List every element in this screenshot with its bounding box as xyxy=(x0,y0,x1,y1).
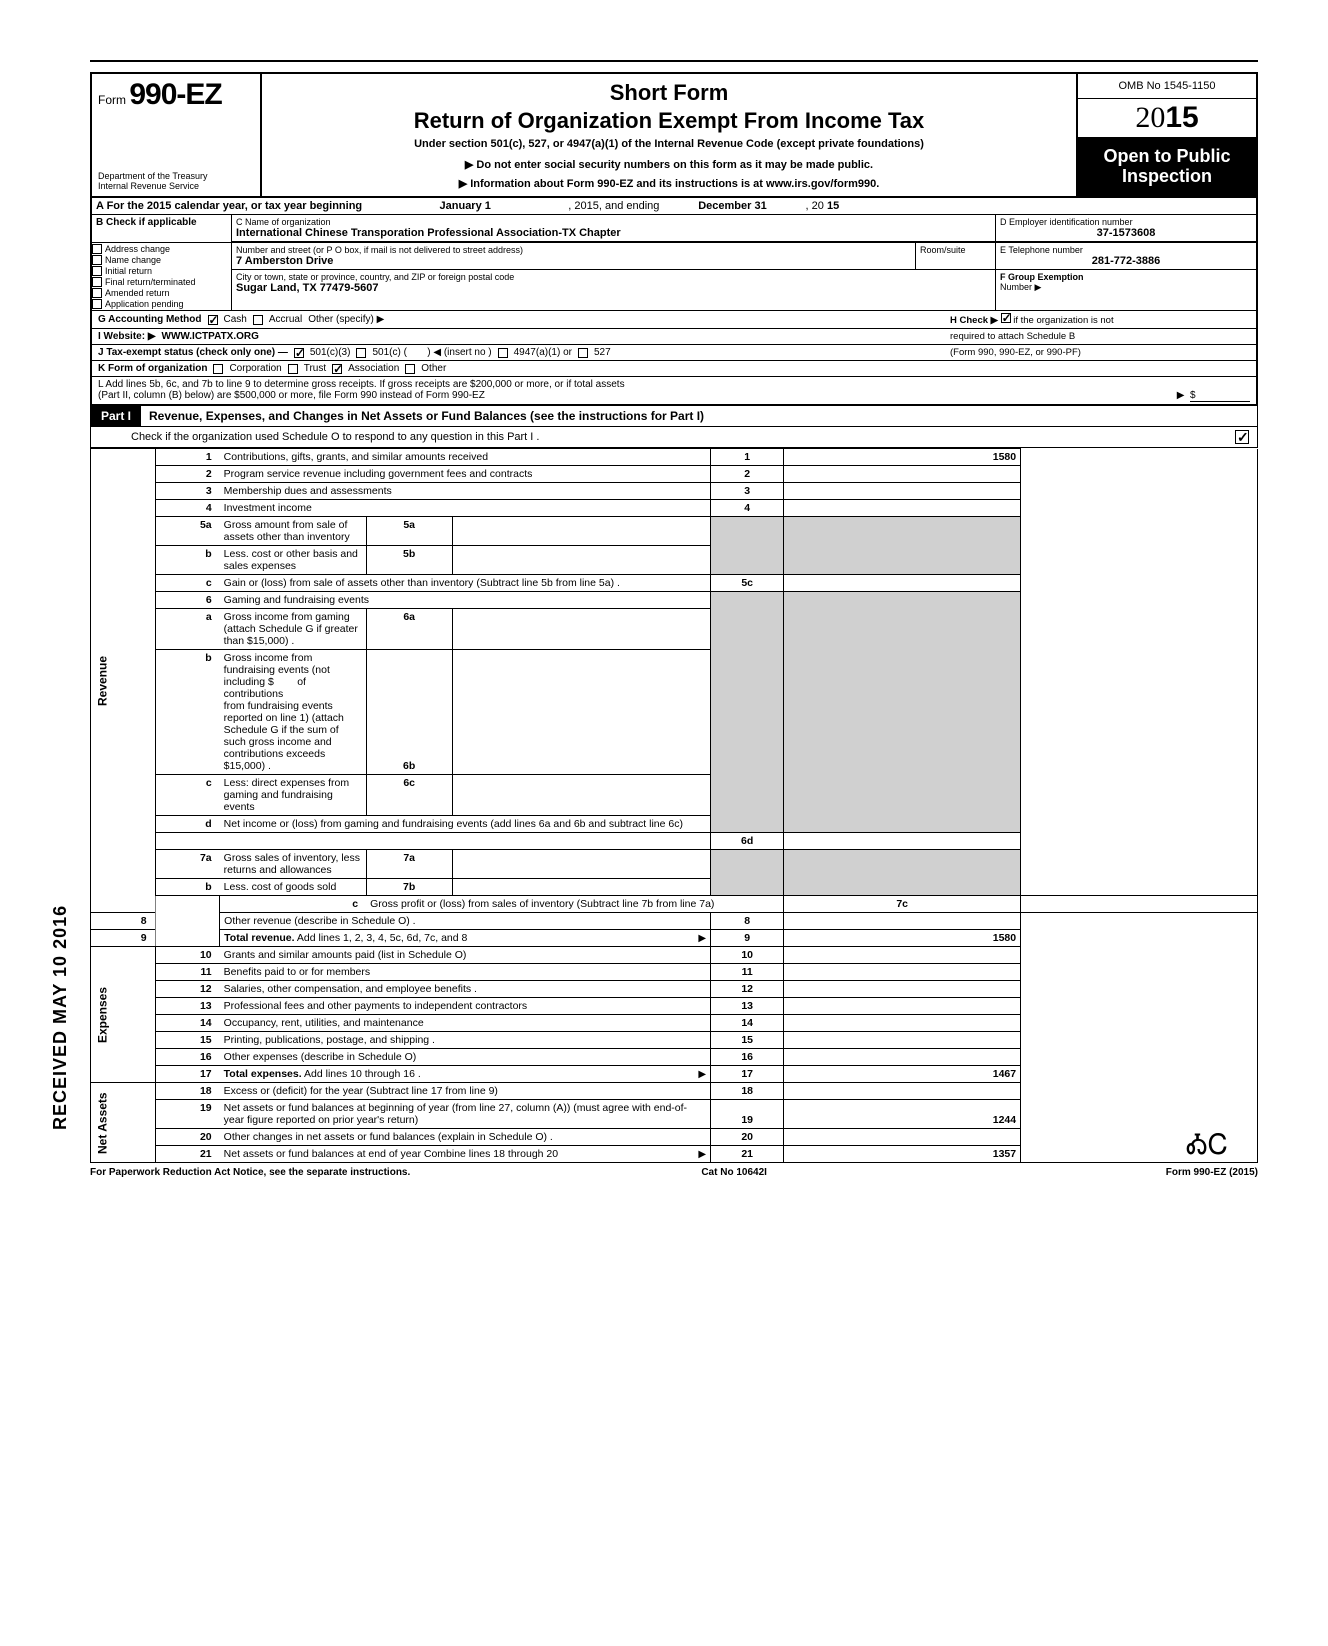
part1-check-row: Check if the organization used Schedule … xyxy=(90,427,1258,448)
cb-schedule-o[interactable] xyxy=(1235,430,1249,444)
dept-label: Department of the Treasury Internal Reve… xyxy=(98,172,254,192)
addr-label: Number and street (or P O box, if mail i… xyxy=(236,245,911,255)
cb-527[interactable] xyxy=(578,348,588,358)
cb-assoc[interactable] xyxy=(332,364,342,374)
omb-number: OMB No 1545-1150 xyxy=(1078,74,1256,99)
subtitle: Under section 501(c), 527, or 4947(a)(1)… xyxy=(272,138,1066,150)
side-expenses: Expenses xyxy=(91,947,156,1083)
l-line1: L Add lines 5b, 6c, and 7b to line 9 to … xyxy=(98,379,1250,390)
h-label: H Check ▶ xyxy=(950,315,998,326)
amt-19: 1244 xyxy=(784,1100,1021,1129)
footer: For Paperwork Reduction Act Notice, see … xyxy=(90,1163,1258,1182)
form-header: Form 990-EZ Department of the Treasury I… xyxy=(90,72,1258,198)
cb-amended[interactable]: Amended return xyxy=(92,288,231,298)
street-address: 7 Amberston Drive xyxy=(236,255,911,267)
g-other: Other (specify) ▶ xyxy=(308,314,384,325)
cb-name-change[interactable]: Name change xyxy=(92,255,231,265)
signature-mark: ᎣᏟ xyxy=(1187,1130,1229,1162)
e-label: E Telephone number xyxy=(1000,245,1252,255)
cb-501c3[interactable] xyxy=(294,348,304,358)
phone-value: 281-772-3886 xyxy=(1000,255,1252,267)
h-txt2: required to attach Schedule B xyxy=(950,331,1075,342)
f-label: F Group Exemption xyxy=(1000,272,1252,282)
cb-cash[interactable] xyxy=(208,315,218,325)
lines-table: Revenue 1Contributions, gifts, grants, a… xyxy=(90,448,1258,1163)
received-stamp: RECEIVED MAY 10 2016 xyxy=(50,905,71,1130)
cb-other-org[interactable] xyxy=(405,364,415,374)
j-label: J Tax-exempt status (check only one) — xyxy=(98,347,288,358)
amt-17: 1467 xyxy=(784,1066,1021,1083)
amt-9: 1580 xyxy=(784,930,1021,947)
city-label: City or town, state or province, country… xyxy=(236,272,991,282)
amt-1: 1580 xyxy=(784,449,1021,466)
d-label: D Employer identification number xyxy=(1000,217,1252,227)
l-line2: (Part II, column (B) below) are $500,000… xyxy=(98,390,485,402)
cb-pending[interactable]: Application pending xyxy=(92,299,231,309)
open-to-public: Open to Public Inspection xyxy=(1078,138,1256,196)
website-value: WWW.ICTPATX.ORG xyxy=(162,331,259,342)
cb-trust[interactable] xyxy=(288,364,298,374)
f-label2: Number ▶ xyxy=(1000,282,1252,293)
cb-corp[interactable] xyxy=(213,364,223,374)
cb-h[interactable] xyxy=(1001,313,1011,323)
i-label: I Website: ▶ xyxy=(98,331,156,342)
side-revenue: Revenue xyxy=(91,449,156,913)
cb-501c[interactable] xyxy=(356,348,366,358)
c-name-label: C Name of organization xyxy=(236,217,991,227)
k-label: K Form of organization xyxy=(98,363,207,374)
warn-info: ▶ Information about Form 990-EZ and its … xyxy=(272,177,1066,190)
ein-value: 37-1573608 xyxy=(1000,227,1252,239)
org-name: International Chinese Transporation Prof… xyxy=(236,227,991,239)
cb-initial-return[interactable]: Initial return xyxy=(92,266,231,276)
return-title: Return of Organization Exempt From Incom… xyxy=(272,108,1066,134)
cb-accrual[interactable] xyxy=(253,315,263,325)
side-net-assets: Net Assets xyxy=(91,1083,156,1163)
g-label: G Accounting Method xyxy=(98,314,202,325)
row-a-tax-year: A For the 2015 calendar year, or tax yea… xyxy=(90,198,1258,215)
cb-final-return[interactable]: Final return/terminated xyxy=(92,277,231,287)
warn-ssn: ▶ Do not enter social security numbers o… xyxy=(272,158,1066,171)
city-state-zip: Sugar Land, TX 77479-5607 xyxy=(236,282,991,294)
tax-year: 2015 xyxy=(1078,99,1256,138)
cb-4947[interactable] xyxy=(498,348,508,358)
h-txt3: (Form 990, 990-EZ, or 990-PF) xyxy=(950,347,1081,358)
amt-21: 1357 xyxy=(784,1146,1021,1163)
cb-address-change[interactable]: Address change xyxy=(92,244,231,254)
part1-header: Part I Revenue, Expenses, and Changes in… xyxy=(90,406,1258,427)
room-label: Room/suite xyxy=(920,245,991,255)
b-label: B Check if applicable xyxy=(96,217,197,228)
form-number: Form 990-EZ xyxy=(98,78,254,112)
short-form-title: Short Form xyxy=(272,80,1066,106)
